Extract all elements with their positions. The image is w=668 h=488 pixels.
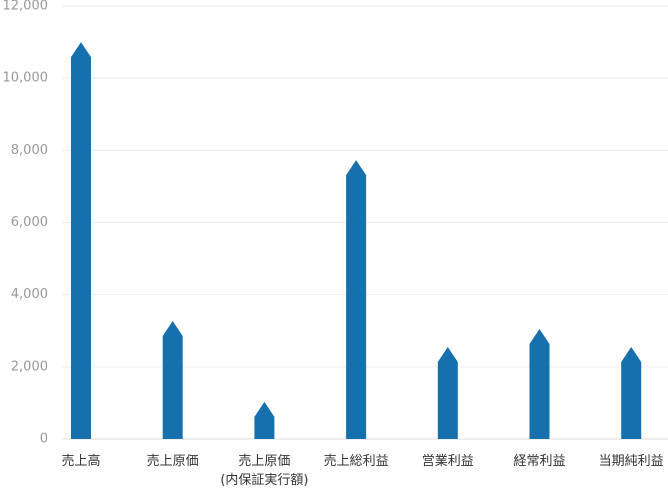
- x-tick-label: 営業利益: [421, 454, 474, 469]
- x-tick-label: 売上原価 (内保証実行額): [220, 454, 309, 488]
- y-tick-label: 0: [40, 432, 48, 447]
- x-tick-label: 売上高: [61, 454, 101, 469]
- bar: [71, 42, 91, 439]
- bar: [621, 346, 642, 439]
- x-tick-label: 経常利益: [513, 454, 566, 469]
- bar: [437, 346, 458, 439]
- y-tick-label: 10,000: [3, 71, 49, 86]
- bar: [346, 160, 367, 439]
- x-tick-label: 売上総利益: [323, 454, 389, 469]
- y-tick-label: 6,000: [11, 215, 48, 230]
- bar: [162, 321, 183, 439]
- x-tick-label: 当期純利益: [598, 454, 664, 469]
- bar: [254, 401, 275, 439]
- y-tick-label: 2,000: [11, 359, 48, 374]
- x-tick-label: 売上原価: [146, 454, 199, 469]
- y-tick-label: 4,000: [11, 287, 48, 302]
- y-tick-label: 8,000: [11, 143, 48, 158]
- bar: [529, 328, 550, 439]
- y-tick-label: 12,000: [3, 0, 49, 14]
